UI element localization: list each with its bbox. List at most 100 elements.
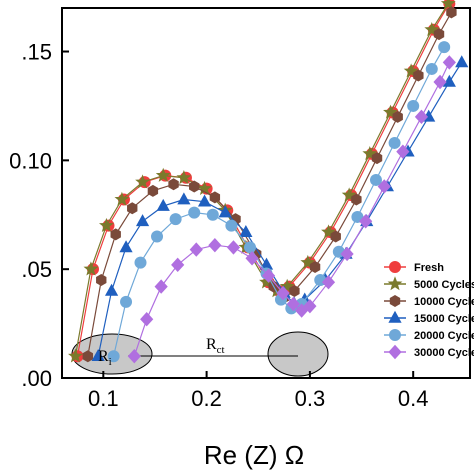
legend-item: Fresh [384,261,444,274]
data-point [303,298,317,314]
data-point [107,350,120,363]
ri-label-main: R [98,348,109,365]
legend-marker [389,295,401,307]
series-6 [127,55,456,364]
data-point [371,152,383,165]
data-point [300,254,316,269]
series-3 [82,6,457,363]
data-point [104,283,119,296]
legend-marker [389,261,401,273]
data-point [433,74,447,90]
data-point [120,295,133,308]
data-point [208,238,222,253]
y-tick-label: 0.10 [9,148,52,173]
legend-label: 15000 Cycles [414,313,474,325]
data-point [414,109,429,125]
data-point [392,110,403,123]
data-point [156,198,170,211]
legend: Fresh 5000 Cycles 10000 Cycles 15000 Cycles… [384,261,474,360]
series-5 [107,41,451,363]
data-point [259,257,274,270]
x-tick-label: 0.3 [295,386,326,411]
rct-label-sub: ct [217,344,225,356]
data-point [362,146,378,161]
data-point [151,230,164,243]
data-point [110,228,121,241]
x-tick-label: 0.1 [88,386,119,411]
data-point [424,21,440,37]
data-point [330,230,341,243]
data-point [155,167,171,182]
data-point [189,242,203,257]
rct-ellipse [267,331,329,377]
y-tick-label: .15 [21,40,52,65]
data-point [403,63,419,78]
rct-label: Rct [206,336,225,356]
data-point [340,246,354,262]
data-point [279,278,295,293]
series-line [97,62,463,357]
data-point [309,261,321,273]
data-point [442,74,456,87]
legend-label: 20000 Cycles [414,330,474,342]
y-tick-label: .00 [21,366,52,391]
data-point [135,174,150,189]
data-point [341,187,357,202]
plot-frame [61,7,471,379]
data-point [455,55,469,68]
data-point [383,104,398,119]
data-point [225,219,238,232]
legend-label: 10000 Cycles [414,296,474,308]
ri-label-sub: i [109,356,112,368]
data-point [127,349,141,364]
data-point [359,214,373,229]
legend-item: 30000 Cycles [384,344,474,360]
data-point [438,41,451,54]
data-point [433,28,445,41]
data-point [135,214,150,227]
data-point [197,194,212,207]
legend-marker [388,344,402,360]
data-point [91,349,105,362]
legend-label: 5000 Cycles [414,279,474,291]
x-tick-label: 0.2 [191,386,222,411]
data-point [261,268,276,283]
x-axis-title: Re (Z) Ω [204,440,304,470]
data-point [321,224,336,239]
legend-label: Fresh [414,262,444,274]
data-point [134,256,147,269]
data-point [243,241,256,254]
data-point [96,274,107,287]
data-point [396,144,410,159]
data-point [321,275,336,290]
data-point [114,191,130,206]
data-point [147,184,159,197]
legend-label: 30000 Cycles [414,347,474,359]
y-tick-label: .05 [21,257,52,282]
data-point [370,173,383,186]
data-point [218,205,232,218]
data-point [189,180,200,193]
legend-item: 20000 Cycles [384,329,474,342]
data-point [286,296,300,312]
data-point [154,279,168,294]
data-point [442,55,456,70]
data-point [276,285,290,301]
data-point [388,136,401,149]
data-point [68,348,83,363]
data-point [289,284,300,297]
data-point [446,6,457,19]
data-point [425,62,438,75]
axes: 0.1 0.2 0.3 0.4 .00 .05 0.10 .15 [9,40,428,411]
x-tick-label: 0.4 [398,386,429,411]
rct-label-main: R [206,336,217,353]
data-point [209,191,221,204]
data-marks [68,0,469,364]
data-point [176,169,192,185]
data-point [188,206,201,219]
data-point [226,240,241,255]
ri-label: Ri [98,348,112,368]
data-point [83,261,99,276]
legend-item: 15000 Cycles [384,310,474,325]
data-point [168,178,179,191]
